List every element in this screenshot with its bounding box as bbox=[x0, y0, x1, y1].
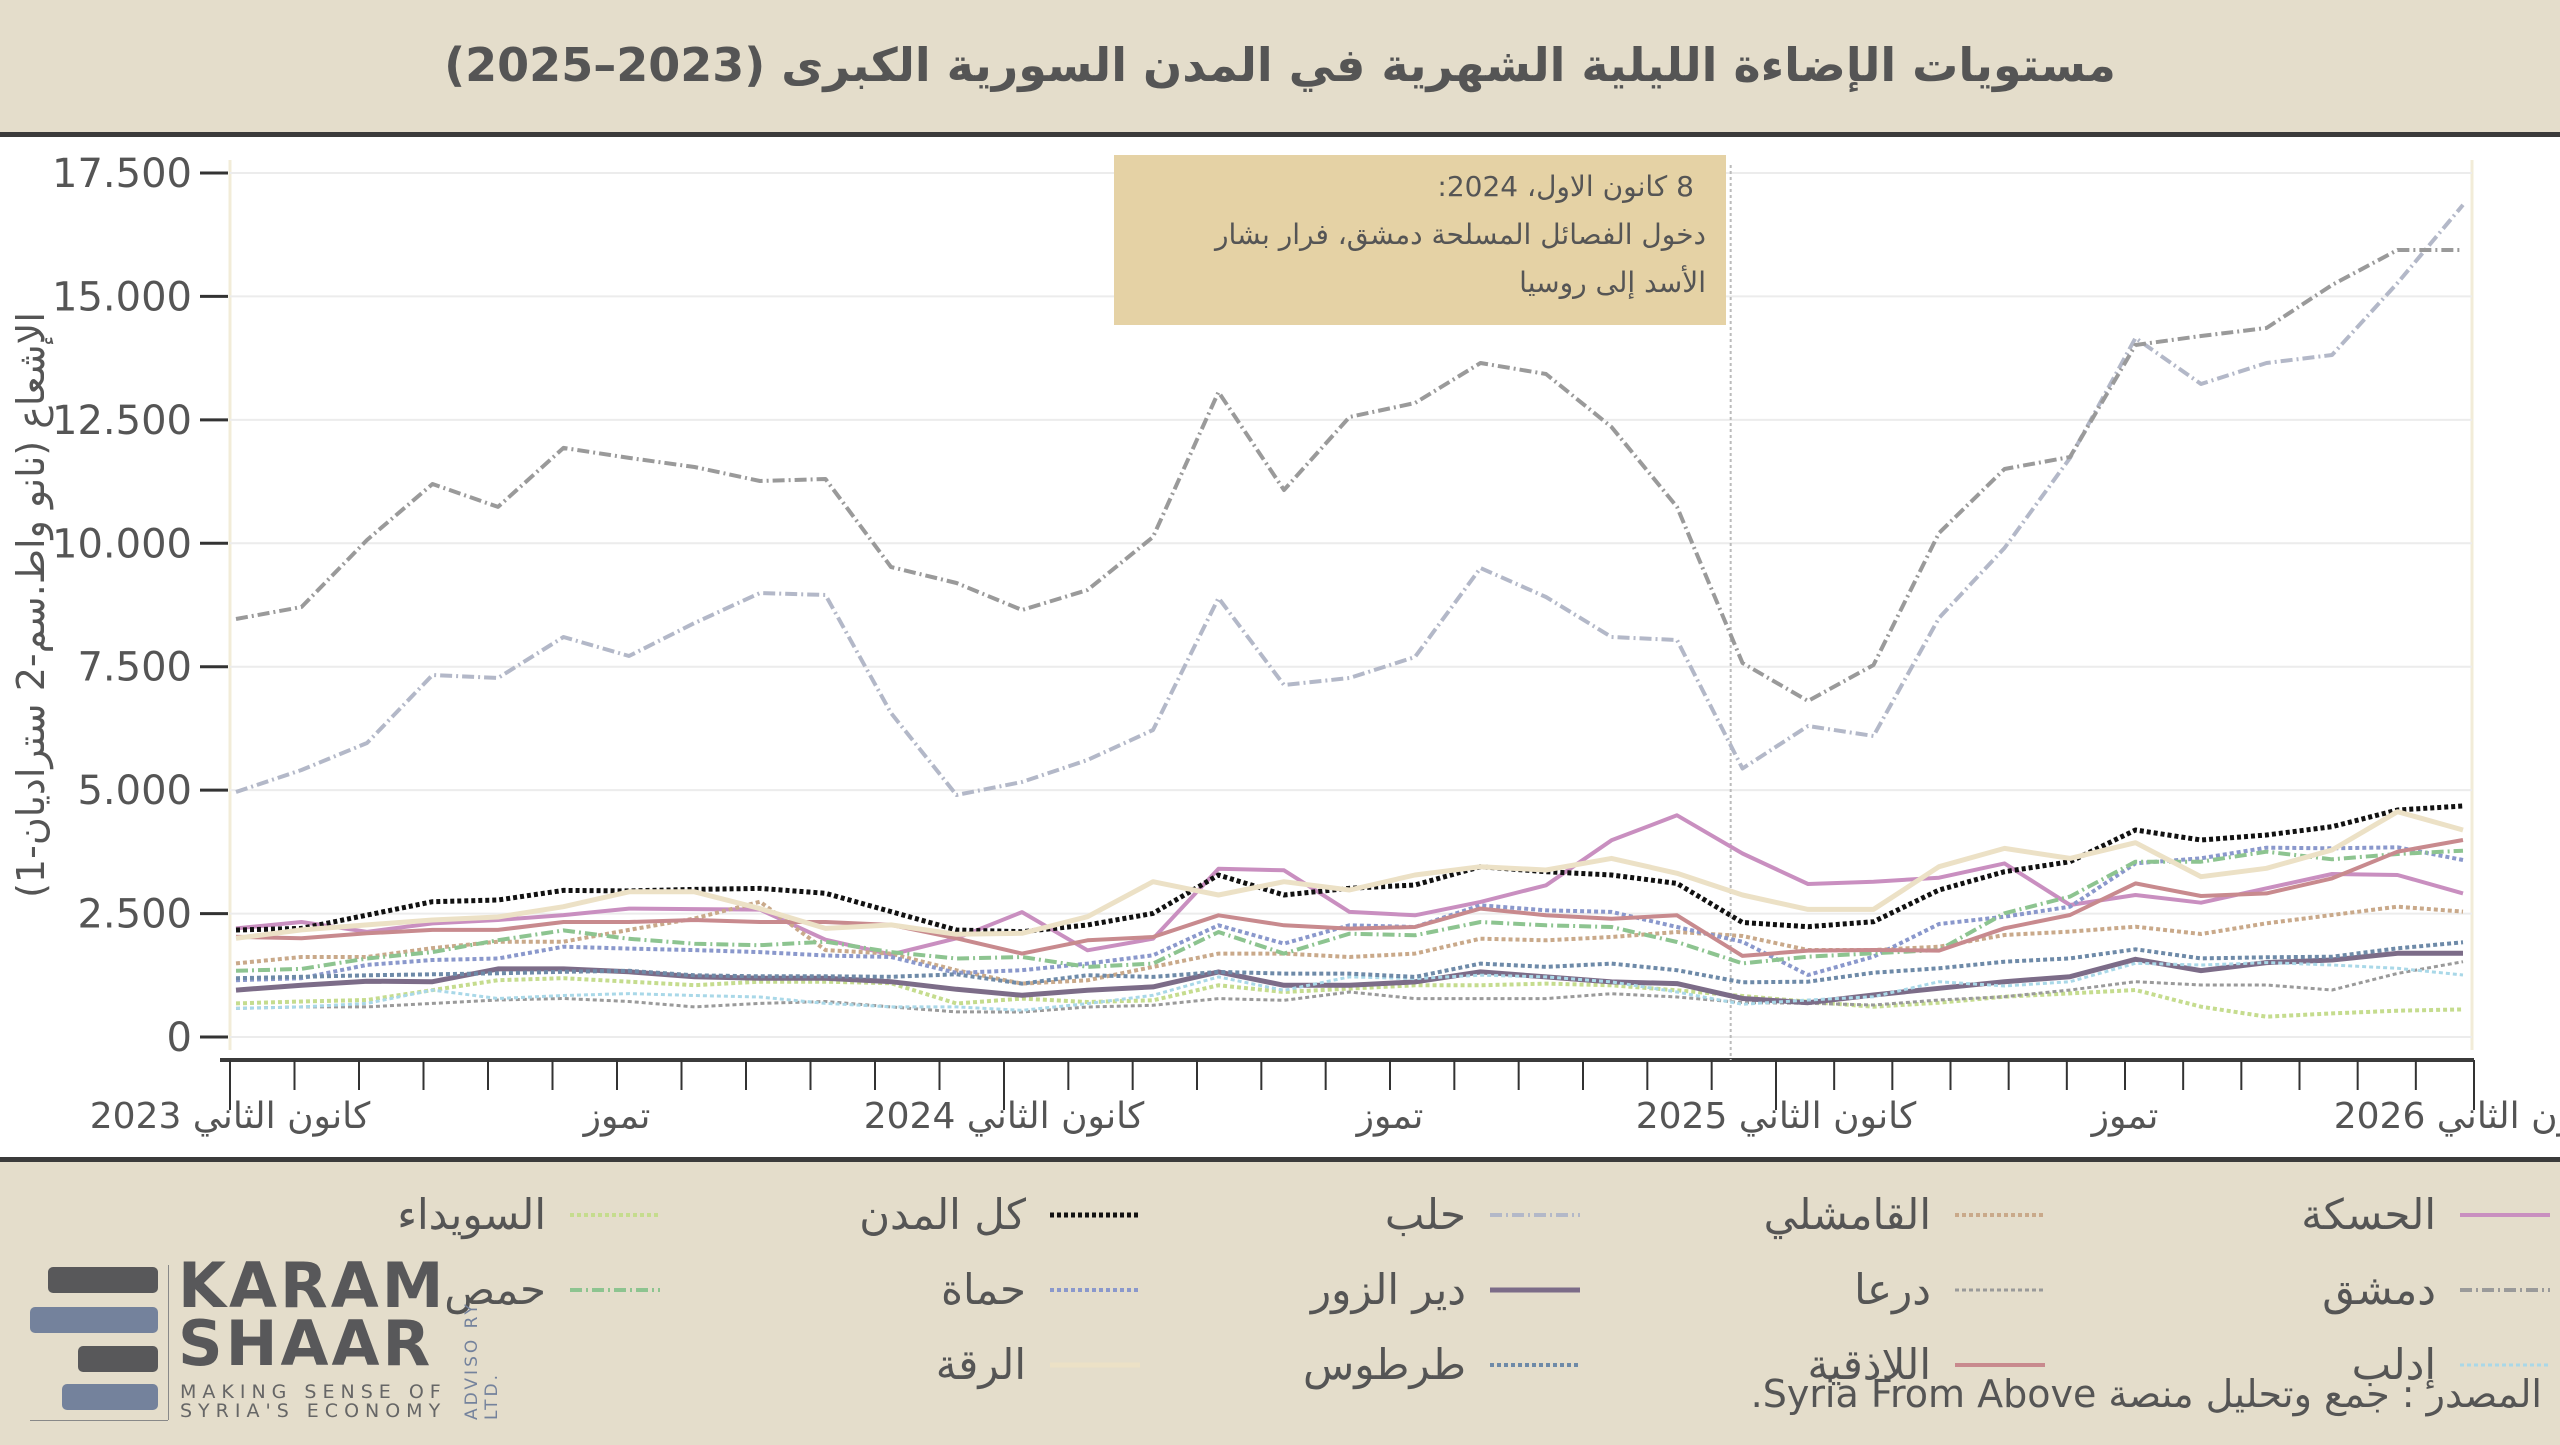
header: مستويات الإضاءة الليلية الشهرية في المدن… bbox=[0, 0, 2560, 137]
y-tick-label: 12.500 bbox=[52, 398, 192, 444]
legend-swatch-tartus bbox=[1490, 1362, 1580, 1367]
x-tick-label: تموز bbox=[1355, 1096, 1424, 1137]
logo-wordmark: KARAM SHAAR bbox=[178, 1249, 447, 1380]
y-axis: 0 2.500 5.000 7.500 10.000 12.500 15.000 17.500 bbox=[52, 151, 228, 1061]
series-line-latakia bbox=[235, 838, 2464, 958]
legend-swatch-raqqa bbox=[1050, 1362, 1140, 1367]
annotation-text-line-3: الأسد إلى روسيا bbox=[1519, 266, 1706, 299]
series-line-qamishli bbox=[235, 899, 2464, 986]
series-line-raqqa bbox=[235, 809, 2464, 941]
y-axis-label: الإشعاع (نانو واط.سم-2 ستراديان-1) bbox=[9, 312, 54, 898]
legend-item-homs: حمص bbox=[444, 1265, 660, 1314]
legend-label: درعا bbox=[1854, 1265, 1931, 1314]
series-line-sweida bbox=[235, 976, 2464, 1019]
event-annotation: 8 كانون الاول، 2024: دخول الفصائل المسلح… bbox=[1114, 155, 1726, 325]
legend-label: حلب bbox=[1384, 1190, 1466, 1239]
logo-divider bbox=[30, 1420, 168, 1421]
x-axis: كانون الثاني 2023 تموز كانون الثاني 2024 تم… bbox=[90, 1058, 2560, 1137]
legend-label: الحسكة bbox=[2301, 1190, 2436, 1239]
legend-item-latakia: اللاذقية bbox=[1807, 1340, 2045, 1389]
legend-swatch-homs bbox=[570, 1287, 660, 1292]
legend: الحسكة القامشلي حلب كل المدن السويداء دمشق درع… bbox=[0, 1170, 2560, 1400]
series-line-hama bbox=[235, 845, 2464, 983]
legend-swatch-latakia bbox=[1955, 1362, 2045, 1367]
x-tick-label: كانون الثاني 2026 bbox=[2334, 1096, 2560, 1137]
legend-item-idlib: إدلب bbox=[2352, 1340, 2550, 1389]
karam-shaar-logo: KARAM SHAAR MAKING SENSE OF SYRIA'S ECON… bbox=[30, 1255, 502, 1425]
y-tick-label: 2.500 bbox=[77, 892, 192, 938]
series-line-damascus bbox=[235, 248, 2463, 703]
series-line-homs bbox=[235, 848, 2464, 973]
legend-label: حمص bbox=[444, 1265, 546, 1314]
logo-side-text: ADVISO RY LTD. bbox=[462, 1301, 502, 1420]
chart-title: مستويات الإضاءة الليلية الشهرية في المدن… bbox=[444, 38, 2117, 92]
legend-label: السويداء bbox=[397, 1190, 546, 1239]
x-tick-label: كانون الثاني 2025 bbox=[1636, 1096, 1917, 1137]
legend-item-hama: حماة bbox=[941, 1265, 1140, 1314]
legend-label: القامشلي bbox=[1763, 1190, 1931, 1239]
series-lines bbox=[235, 203, 2465, 1019]
source-note: المصدر : جمع وتحليل منصة Syria From Abov… bbox=[1750, 1372, 2542, 1416]
logo-line-1: KARAM bbox=[178, 1249, 447, 1322]
legend-swatch-idlib bbox=[2460, 1363, 2550, 1366]
annotation-date: 8 كانون الاول، 2024: bbox=[1437, 170, 1694, 203]
logo-tagline-1: MAKING SENSE OF bbox=[180, 1381, 447, 1403]
x-tick-label: تموز bbox=[582, 1096, 651, 1137]
legend-swatch-damascus bbox=[2460, 1287, 2550, 1292]
legend-label: دير الزور bbox=[1310, 1265, 1466, 1314]
legend-swatch-all bbox=[1050, 1212, 1140, 1217]
logo-bar-icon bbox=[78, 1346, 158, 1372]
y-tick-label: 0 bbox=[167, 1015, 192, 1061]
legend-label: طرطوس bbox=[1303, 1340, 1466, 1389]
footer bbox=[0, 1157, 2560, 1445]
legend-item-qamishli: القامشلي bbox=[1764, 1190, 2045, 1239]
legend-swatch-deir bbox=[1490, 1287, 1580, 1292]
logo-divider bbox=[168, 1265, 169, 1420]
legend-item-damascus: دمشق bbox=[2322, 1265, 2550, 1314]
y-tick-label: 15.000 bbox=[52, 274, 192, 320]
legend-item-deir: دير الزور bbox=[1311, 1265, 1580, 1314]
annotation-text-line-2: دخول الفصائل المسلحة دمشق، فرار بشار bbox=[1215, 218, 1706, 251]
legend-swatch-aleppo bbox=[1490, 1212, 1580, 1217]
legend-label: إدلب bbox=[2351, 1340, 2436, 1389]
logo-tagline: MAKING SENSE OF SYRIA'S ECONOMY bbox=[180, 1383, 447, 1421]
line-chart: 0 2.500 5.000 7.500 10.000 12.500 15.000 17.500… bbox=[9, 151, 2560, 1137]
y-tick-label: 5.000 bbox=[77, 768, 192, 814]
legend-item-sweida: السويداء bbox=[397, 1190, 660, 1239]
logo-bar-icon bbox=[62, 1384, 158, 1410]
legend-swatch-hama bbox=[1050, 1287, 1140, 1292]
series-line-tartus bbox=[235, 940, 2464, 986]
legend-swatch-sweida bbox=[570, 1212, 660, 1217]
series-line-daraa bbox=[235, 960, 2464, 1014]
legend-label: كل المدن bbox=[859, 1190, 1026, 1239]
legend-swatch-daraa bbox=[1955, 1288, 2045, 1291]
logo-tagline-2: SYRIA'S ECONOMY bbox=[180, 1400, 447, 1422]
legend-swatch-qamishli bbox=[1955, 1212, 2045, 1217]
logo-bar-icon bbox=[30, 1307, 158, 1333]
legend-item-raqqa: الرقة bbox=[936, 1340, 1140, 1389]
x-tick-label: تموز bbox=[2090, 1096, 2159, 1137]
legend-item-tartus: طرطوس bbox=[1303, 1340, 1580, 1389]
legend-swatch-hasakah bbox=[2460, 1212, 2550, 1217]
legend-label: اللاذقية bbox=[1807, 1340, 1932, 1389]
legend-label: الرقة bbox=[935, 1340, 1026, 1389]
y-tick-label: 17.500 bbox=[52, 151, 192, 197]
legend-item-hasakah: الحسكة bbox=[2301, 1190, 2550, 1239]
legend-label: دمشق bbox=[2322, 1265, 2436, 1314]
x-tick-label: كانون الثاني 2024 bbox=[864, 1096, 1145, 1137]
legend-label: حماة bbox=[940, 1265, 1026, 1314]
series-line-hasakah bbox=[235, 813, 2464, 957]
y-tick-label: 10.000 bbox=[52, 521, 192, 567]
legend-item-daraa: درعا bbox=[1854, 1265, 2045, 1314]
legend-item-all: كل المدن bbox=[859, 1190, 1140, 1239]
logo-bar-icon bbox=[48, 1267, 158, 1293]
y-tick-label: 7.500 bbox=[77, 645, 192, 691]
series-line-idlib bbox=[235, 961, 2464, 1012]
logo-line-2: SHAAR bbox=[178, 1307, 434, 1380]
legend-item-aleppo: حلب bbox=[1385, 1190, 1580, 1239]
x-tick-label: كانون الثاني 2023 bbox=[90, 1096, 371, 1137]
